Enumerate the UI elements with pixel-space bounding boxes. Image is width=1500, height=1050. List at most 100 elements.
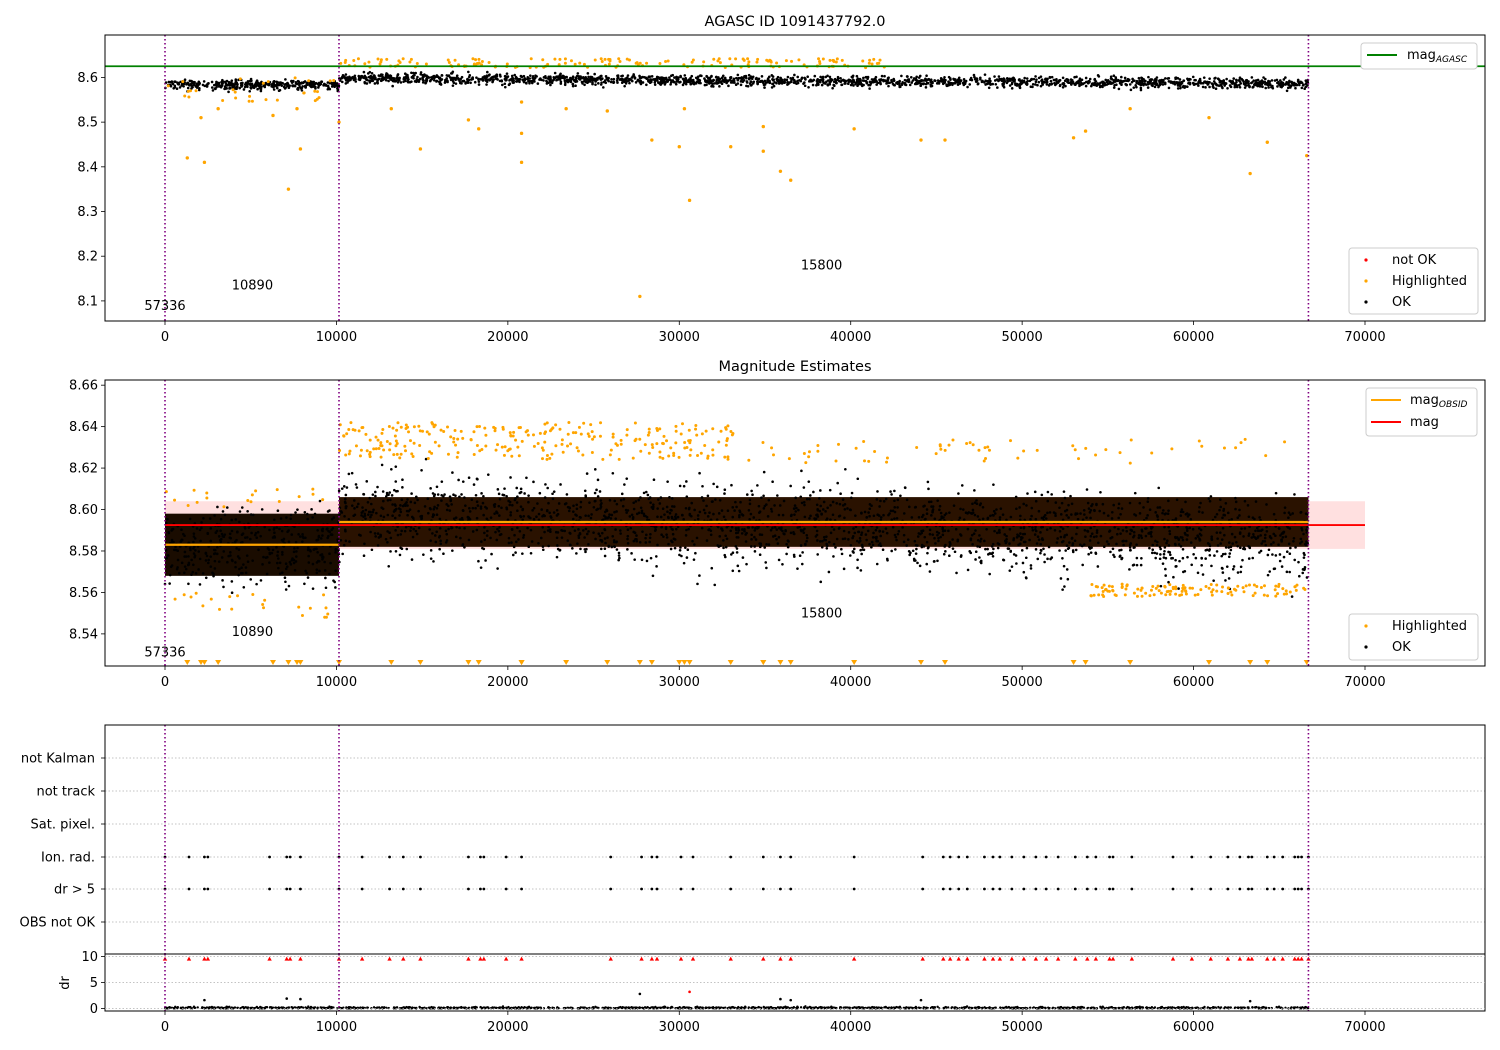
ok-point bbox=[800, 469, 803, 473]
ok-point bbox=[632, 73, 635, 76]
ok-point bbox=[628, 77, 632, 81]
ok-point bbox=[1158, 80, 1161, 84]
ok-point bbox=[819, 580, 823, 584]
ok-point bbox=[1031, 528, 1035, 532]
ok-point bbox=[361, 76, 365, 79]
ok-point bbox=[821, 508, 825, 511]
ok-point bbox=[519, 505, 523, 508]
ok-point bbox=[220, 532, 224, 536]
ok-point bbox=[278, 88, 282, 92]
ok-point bbox=[711, 82, 715, 85]
ok-point bbox=[1069, 494, 1072, 498]
ok-point bbox=[879, 499, 882, 503]
ok-point bbox=[958, 516, 962, 520]
ok-point bbox=[540, 508, 543, 511]
ok-point bbox=[1005, 518, 1008, 522]
ok-point bbox=[771, 535, 775, 538]
ok-point bbox=[1288, 79, 1291, 83]
ok-point bbox=[424, 457, 428, 461]
ok-point bbox=[388, 531, 391, 535]
ok-point bbox=[767, 75, 771, 79]
ok-point bbox=[485, 75, 488, 78]
ok-point bbox=[526, 77, 530, 81]
ok-point bbox=[934, 548, 938, 551]
ok-point bbox=[1120, 83, 1123, 87]
ok-point bbox=[301, 540, 304, 543]
ok-point bbox=[311, 587, 315, 590]
ok-point bbox=[193, 537, 197, 540]
ok-point bbox=[333, 580, 336, 584]
highlighted-point bbox=[183, 94, 187, 98]
ok-point bbox=[515, 540, 518, 544]
ok-point bbox=[930, 505, 933, 508]
ok-point bbox=[1009, 550, 1012, 553]
ok-point bbox=[494, 530, 497, 534]
ok-point bbox=[896, 532, 900, 536]
ok-point bbox=[1082, 509, 1086, 512]
ok-point bbox=[859, 548, 862, 552]
ok-point bbox=[682, 484, 686, 488]
highlighted-outlier bbox=[1128, 107, 1132, 111]
ok-point bbox=[682, 78, 685, 81]
ok-point bbox=[286, 84, 289, 88]
ok-point bbox=[857, 82, 860, 86]
ok-point bbox=[211, 89, 215, 92]
highlighted-point bbox=[557, 63, 561, 67]
ok-point bbox=[1202, 76, 1206, 79]
highlighted-point bbox=[221, 98, 225, 102]
ok-point bbox=[1042, 547, 1045, 551]
ok-point bbox=[632, 507, 636, 511]
ok-point bbox=[1064, 549, 1067, 552]
ok-point bbox=[821, 78, 824, 82]
ok-point bbox=[303, 582, 306, 586]
highlighted-point bbox=[861, 59, 865, 63]
ok-point bbox=[1284, 76, 1287, 79]
ok-point bbox=[183, 534, 186, 538]
ok-point bbox=[916, 544, 919, 547]
highlighted-point bbox=[408, 60, 412, 64]
ok-point bbox=[1021, 532, 1025, 536]
ok-point bbox=[1305, 531, 1309, 534]
ok-point bbox=[715, 80, 718, 84]
highlighted-outlier bbox=[389, 107, 393, 111]
ok-point bbox=[748, 498, 752, 502]
ok-point bbox=[435, 485, 439, 489]
ok-point bbox=[715, 518, 719, 521]
ok-point bbox=[1277, 82, 1280, 85]
ok-point bbox=[770, 86, 774, 89]
ok-point bbox=[545, 82, 549, 85]
ok-point bbox=[385, 491, 389, 495]
ok-point bbox=[1161, 511, 1164, 515]
ok-point bbox=[725, 81, 728, 84]
ok-point bbox=[1205, 81, 1208, 84]
ok-point bbox=[901, 81, 904, 84]
ok-point bbox=[448, 495, 452, 499]
ok-point bbox=[1304, 82, 1308, 86]
ok-point bbox=[648, 81, 652, 85]
ok-point bbox=[868, 503, 872, 506]
ok-point bbox=[782, 532, 785, 535]
ok-point bbox=[490, 552, 493, 556]
ok-point bbox=[1163, 537, 1166, 541]
ok-point bbox=[363, 542, 366, 546]
ok-point bbox=[962, 83, 966, 87]
ok-point bbox=[545, 509, 549, 513]
ok-point bbox=[1193, 546, 1196, 549]
ok-point bbox=[756, 484, 759, 487]
ok-point bbox=[729, 81, 733, 84]
ok-point bbox=[335, 82, 339, 85]
ok-point bbox=[415, 495, 418, 499]
ok-point bbox=[1036, 557, 1040, 561]
ok-point bbox=[740, 532, 744, 535]
ok-point bbox=[1236, 516, 1240, 520]
ok-point bbox=[781, 562, 784, 566]
ok-point bbox=[858, 536, 862, 540]
ok-point bbox=[1189, 518, 1193, 521]
ok-point bbox=[292, 561, 296, 565]
ok-point bbox=[323, 569, 327, 572]
ok-point bbox=[679, 74, 682, 78]
ok-point bbox=[1028, 538, 1031, 542]
ok-point bbox=[635, 534, 638, 537]
ok-point bbox=[1140, 528, 1144, 532]
ok-point bbox=[479, 507, 483, 510]
